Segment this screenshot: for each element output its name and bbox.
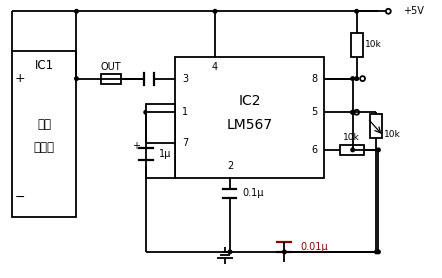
Text: −: − [15,191,25,204]
Bar [101,74,121,84]
Text: +: + [132,141,140,151]
Text: 10k: 10k [343,133,360,142]
Text: 10k: 10k [365,41,381,49]
Circle shape [377,148,380,152]
Circle shape [144,110,148,114]
Circle shape [282,250,286,254]
Circle shape [213,9,217,13]
Circle shape [351,110,354,114]
Text: 2: 2 [227,161,233,171]
Circle shape [351,77,354,80]
Text: 10k: 10k [385,130,401,138]
Bar [340,145,364,155]
Bar [12,51,76,217]
Text: 4: 4 [212,62,218,72]
Text: IC2: IC2 [239,94,261,108]
Text: 红外: 红外 [37,118,51,131]
Circle shape [377,250,380,254]
Circle shape [75,9,78,13]
Text: 7: 7 [182,138,188,148]
Bar [351,33,362,57]
Bar [370,114,382,138]
Text: 1μ: 1μ [159,149,171,159]
Text: 0.1μ: 0.1μ [243,188,264,198]
Circle shape [75,77,78,80]
Text: 1: 1 [182,107,188,117]
Text: 接收头: 接收头 [34,142,55,154]
Text: 3: 3 [182,74,188,84]
Text: OUT: OUT [101,62,122,72]
Text: 6: 6 [311,145,317,155]
Circle shape [355,77,358,80]
Text: 8: 8 [311,74,317,84]
Circle shape [351,148,354,152]
Text: 5: 5 [311,107,317,117]
Circle shape [228,250,232,254]
Text: +: + [15,72,25,85]
Bar [175,57,324,178]
Text: +5V: +5V [403,6,424,16]
Circle shape [355,9,358,13]
Text: LM567: LM567 [227,118,273,132]
Bar [146,104,175,178]
Circle shape [375,250,378,254]
Circle shape [351,110,354,114]
Text: 0.01μ: 0.01μ [300,242,328,252]
Text: IC1: IC1 [35,59,54,72]
